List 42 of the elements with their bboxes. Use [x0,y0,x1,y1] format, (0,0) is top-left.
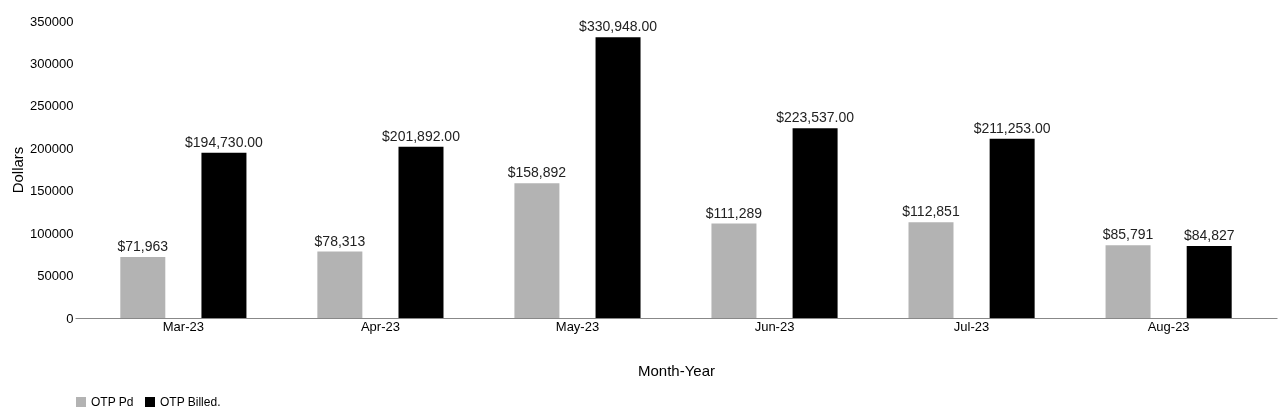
bar [398,146,444,318]
bar [1186,246,1232,318]
y-tick-label: 100000 [30,225,74,241]
bar [317,251,363,318]
x-tick-label: Apr-23 [360,318,400,334]
y-axis-title: Dollars [9,146,27,194]
y-tick-label: 350000 [30,13,74,29]
y-tick-label: 50000 [37,268,74,284]
x-tick-label: Aug-23 [1147,318,1190,334]
data-label: $194,730.00 [185,133,264,150]
bar [711,223,757,318]
legend-label: OTP Billed. [160,395,221,409]
data-label: $78,313 [314,232,366,249]
y-tick-label: 300000 [30,55,74,71]
data-label: $158,892 [507,164,567,181]
bar [908,222,954,318]
data-label: $85,791 [1102,226,1154,243]
bar [1105,245,1151,318]
data-label: $112,851 [902,203,960,220]
y-tick-label: 150000 [30,183,74,199]
x-tick-label: Jul-23 [953,318,990,334]
x-tick-label: May-23 [555,318,600,334]
bar [120,256,166,318]
x-axis-title: Month-Year [638,361,715,379]
bar [514,183,560,318]
bar [792,128,838,318]
x-tick-label: Mar-23 [162,318,204,334]
y-tick-label: 0 [66,310,74,326]
data-label: $84,827 [1183,227,1235,244]
data-label: $201,892.00 [382,127,461,144]
data-label: $223,537.00 [776,109,855,126]
x-tick-label: Jun-23 [754,318,795,334]
y-tick-label: 250000 [30,98,74,114]
data-label: $330,948.00 [579,18,658,35]
bar [595,37,641,318]
y-tick-label: 200000 [30,140,74,156]
bar [201,152,247,318]
data-label: $71,963 [117,237,169,254]
data-label: $211,253.00 [973,119,1051,136]
bar [989,138,1035,318]
data-label: $111,289 [705,204,763,221]
legend-label: OTP Pd [91,395,134,409]
